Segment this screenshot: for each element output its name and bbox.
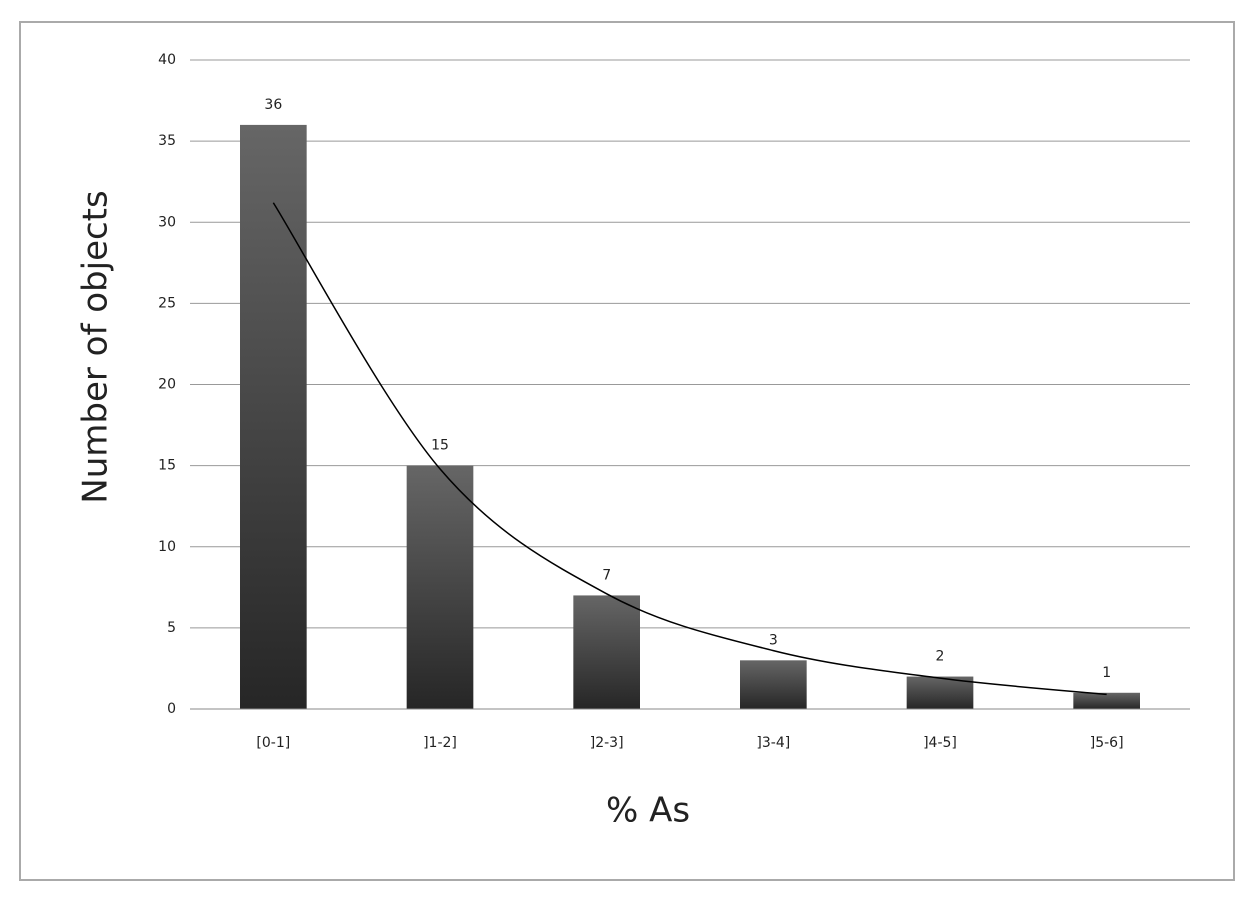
y-tick-label: 25	[158, 295, 176, 311]
bar	[573, 595, 640, 709]
data-label: 2	[936, 649, 945, 665]
y-axis-title: Number of objects	[76, 190, 116, 503]
bar	[406, 465, 474, 709]
trendline	[272, 202, 1107, 696]
data-label: 3	[769, 632, 778, 648]
x-tick-label: [0-1]	[256, 735, 290, 751]
y-tick-label: 40	[158, 52, 176, 68]
chart-frame	[19, 21, 1235, 881]
data-label: 1	[1102, 665, 1111, 681]
y-tick-label: 35	[158, 133, 176, 149]
bar	[240, 124, 307, 709]
x-tick-label: ]3-4]	[756, 735, 790, 751]
data-label: 15	[431, 438, 449, 454]
y-tick-label: 30	[158, 214, 176, 230]
y-tick-label: 0	[167, 701, 176, 717]
y-tick-label: 10	[158, 539, 176, 555]
y-tick-label: 20	[158, 377, 176, 393]
x-tick-label: ]4-5]	[923, 735, 957, 751]
y-tick-label: 5	[167, 620, 176, 636]
x-tick-label: ]1-2]	[423, 735, 457, 751]
x-tick-label: ]2-3]	[590, 735, 624, 751]
y-tick-label: 15	[158, 458, 176, 474]
x-tick-label: ]5-6]	[1090, 735, 1124, 751]
data-label: 7	[602, 567, 611, 583]
x-axis-title: % As	[606, 791, 690, 831]
bar	[740, 660, 807, 709]
bar	[1073, 692, 1140, 709]
bar	[906, 676, 974, 709]
data-label: 36	[264, 97, 282, 113]
